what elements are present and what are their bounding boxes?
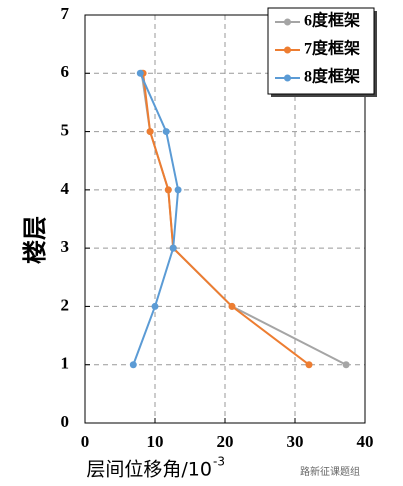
series-line [140,73,347,366]
data-point [151,302,159,310]
legend-label: 6度框架 [304,11,360,30]
data-point [129,361,137,369]
x-tick-label: 20 [217,432,234,451]
data-point [174,186,182,194]
y-tick-label: 2 [61,295,70,314]
y-tick-label: 4 [61,179,70,198]
series-line [132,72,180,366]
y-tick-label: 7 [61,4,70,23]
plot-frame [84,14,366,424]
x-axis-label-superscript: -3 [213,455,225,469]
y-tick-label: 1 [61,354,70,373]
legend-marker [284,74,291,82]
y-tick-label: 0 [61,412,70,431]
x-tick-label: 10 [147,432,164,451]
y-tick-label: 5 [61,120,70,139]
y-tick-label: 3 [61,237,70,256]
y-axis-label: 楼层 [21,216,49,264]
data-point [136,69,144,77]
data-point [305,361,313,369]
data-point [164,186,172,194]
data-point [342,361,350,369]
legend-label: 7度框架 [304,39,360,58]
legend-marker [284,18,291,26]
x-tick-label: 0 [81,432,90,451]
watermark: 路新征课题组 [300,465,360,478]
x-axis-label: 层间位移角/10 [86,459,212,481]
y-tick-label: 6 [61,62,70,81]
data-point [228,302,236,310]
legend-label: 8度框架 [304,67,360,86]
legend-marker [284,46,291,54]
series-line [142,73,310,366]
data-point [169,244,177,252]
data-point [146,128,154,136]
x-tick-label: 40 [357,432,374,451]
data-point [162,128,170,136]
x-tick-label: 30 [287,432,304,451]
